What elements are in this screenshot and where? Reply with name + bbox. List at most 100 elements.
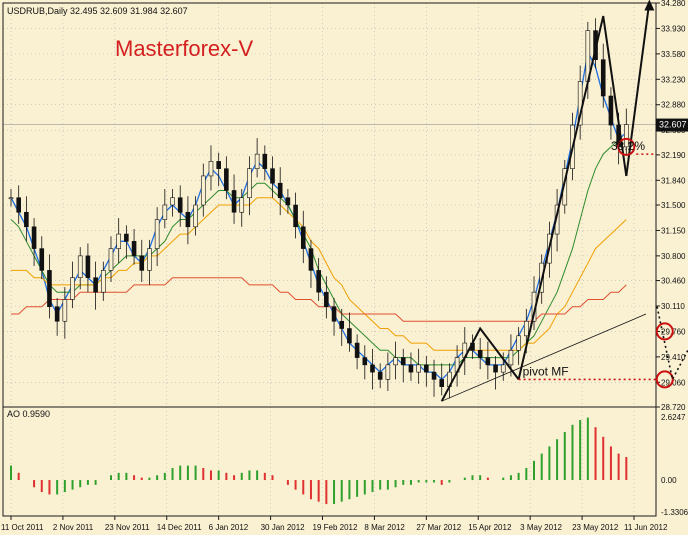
candle-body xyxy=(216,161,221,169)
candle-body xyxy=(400,357,406,366)
date-tick-label: 15 Apr 2012 xyxy=(468,523,512,532)
highlight-circle xyxy=(655,322,674,341)
date-axis: 11 Oct 2011 2 Nov 2011 23 Nov 2011 14 Dec 2… xyxy=(1,516,668,532)
candle-body xyxy=(331,306,337,322)
candle-body xyxy=(70,277,75,300)
date-tick-label: 14 Dec 2011 xyxy=(157,523,202,532)
candle-body xyxy=(224,168,229,191)
date-tick-label: 19 Feb 2012 xyxy=(313,523,358,532)
candle-body xyxy=(270,168,275,184)
price-tick-label: 34.280 xyxy=(661,0,686,8)
moving-average-line xyxy=(11,277,627,322)
price-axis: 34.28033.93033.58033.23032.88032.53032.1… xyxy=(656,0,686,412)
candle-body xyxy=(485,357,491,366)
brand-title: Masterforex-V xyxy=(115,36,253,61)
candle-body xyxy=(116,233,121,249)
candle-body xyxy=(185,211,191,228)
candle-body xyxy=(24,211,29,228)
pattern-wedge xyxy=(440,326,520,402)
candle-body xyxy=(39,248,45,271)
ao-bars xyxy=(10,417,628,505)
trendline xyxy=(441,313,647,402)
ao-title: AO 0.9590 xyxy=(7,409,50,419)
candle-body xyxy=(477,350,483,358)
price-tick-label: 33.930 xyxy=(661,24,686,33)
candle-body xyxy=(377,371,383,380)
price-tick-label: 31.840 xyxy=(661,176,686,185)
candle-body xyxy=(308,248,314,271)
candle-body xyxy=(370,364,375,373)
date-tick-label: 11 Oct 2011 xyxy=(1,523,44,532)
candle-body xyxy=(339,320,345,329)
price-tick-label: 29.060 xyxy=(661,378,686,387)
pattern-zigzag xyxy=(517,15,628,380)
candle-body xyxy=(139,255,145,271)
current-price-text: 32.607 xyxy=(659,120,687,130)
annotations: 38.2% pivot MF xyxy=(440,0,688,402)
candle-body xyxy=(493,364,498,373)
symbol-line: USDRUB,Daily 32.495 32.609 31.984 32.607 xyxy=(7,6,188,16)
candle-body xyxy=(100,270,106,293)
pivot-label: pivot MF xyxy=(523,364,569,378)
candle-body xyxy=(300,226,306,249)
price-tick-label: 30.110 xyxy=(661,302,685,311)
fib-label: 38.2% xyxy=(611,139,645,153)
current-price-label: 32.607 xyxy=(656,118,688,132)
candle-body xyxy=(524,320,529,337)
candle-body xyxy=(154,219,160,249)
ao-tick-label: -1.3306 xyxy=(661,508,688,517)
candle-body xyxy=(147,248,152,271)
candle-body xyxy=(170,197,175,206)
candle-body xyxy=(262,153,268,169)
date-tick-label: 23 May 2012 xyxy=(572,523,619,532)
candle-body xyxy=(500,364,506,373)
candle-body xyxy=(393,357,398,366)
candle-body xyxy=(293,204,298,228)
price-tick-label: 33.580 xyxy=(661,50,686,59)
price-tick-label: 31.500 xyxy=(661,201,686,210)
candle-body xyxy=(608,95,614,126)
price-tick-label: 30.800 xyxy=(661,252,686,261)
moving-average-line xyxy=(11,197,627,351)
date-tick-label: 8 Mar 2012 xyxy=(364,523,405,532)
candle-body xyxy=(354,342,360,358)
ao-tick-label: 2.6247 xyxy=(661,413,686,422)
highlight-circle xyxy=(655,370,674,389)
candle-body xyxy=(254,153,260,169)
candle-body xyxy=(408,364,414,373)
date-tick-label: 23 Nov 2011 xyxy=(105,523,150,532)
date-tick-label: 3 May 2012 xyxy=(520,523,562,532)
candle-body xyxy=(247,168,252,199)
projection-arrow xyxy=(625,1,651,177)
candle-body xyxy=(85,255,91,278)
candle-body xyxy=(77,255,83,278)
price-tick-label: 31.150 xyxy=(661,226,686,235)
candle-body xyxy=(93,277,98,293)
date-tick-label: 27 Mar 2012 xyxy=(416,523,461,532)
candle-body xyxy=(285,197,291,206)
price-tick-label: 32.880 xyxy=(661,101,686,110)
date-tick-label: 30 Jan 2012 xyxy=(261,523,306,532)
candle-body xyxy=(62,299,68,322)
ao-panel xyxy=(2,406,657,517)
candle-body xyxy=(47,270,52,308)
ao-axis: 2.6247 0.00 -1.3306 xyxy=(661,413,688,517)
date-tick-label: 2 Nov 2011 xyxy=(53,523,94,532)
candle-body xyxy=(516,335,521,351)
candle-body xyxy=(200,175,206,206)
candle-body xyxy=(239,197,245,213)
candle-body xyxy=(277,182,283,199)
date-tick-label: 11 Jun 2012 xyxy=(624,523,668,532)
price-tick-label: 30.460 xyxy=(661,277,686,286)
candle-body xyxy=(508,350,514,366)
price-tick-label: 28.720 xyxy=(661,403,686,412)
candle-body xyxy=(162,204,168,220)
candle-body xyxy=(416,364,421,373)
ao-frame xyxy=(2,406,657,517)
candle-body xyxy=(54,306,60,322)
candle-body xyxy=(193,204,198,228)
candle-body xyxy=(8,197,14,200)
candle-body xyxy=(347,328,352,344)
candle-body xyxy=(600,59,606,97)
